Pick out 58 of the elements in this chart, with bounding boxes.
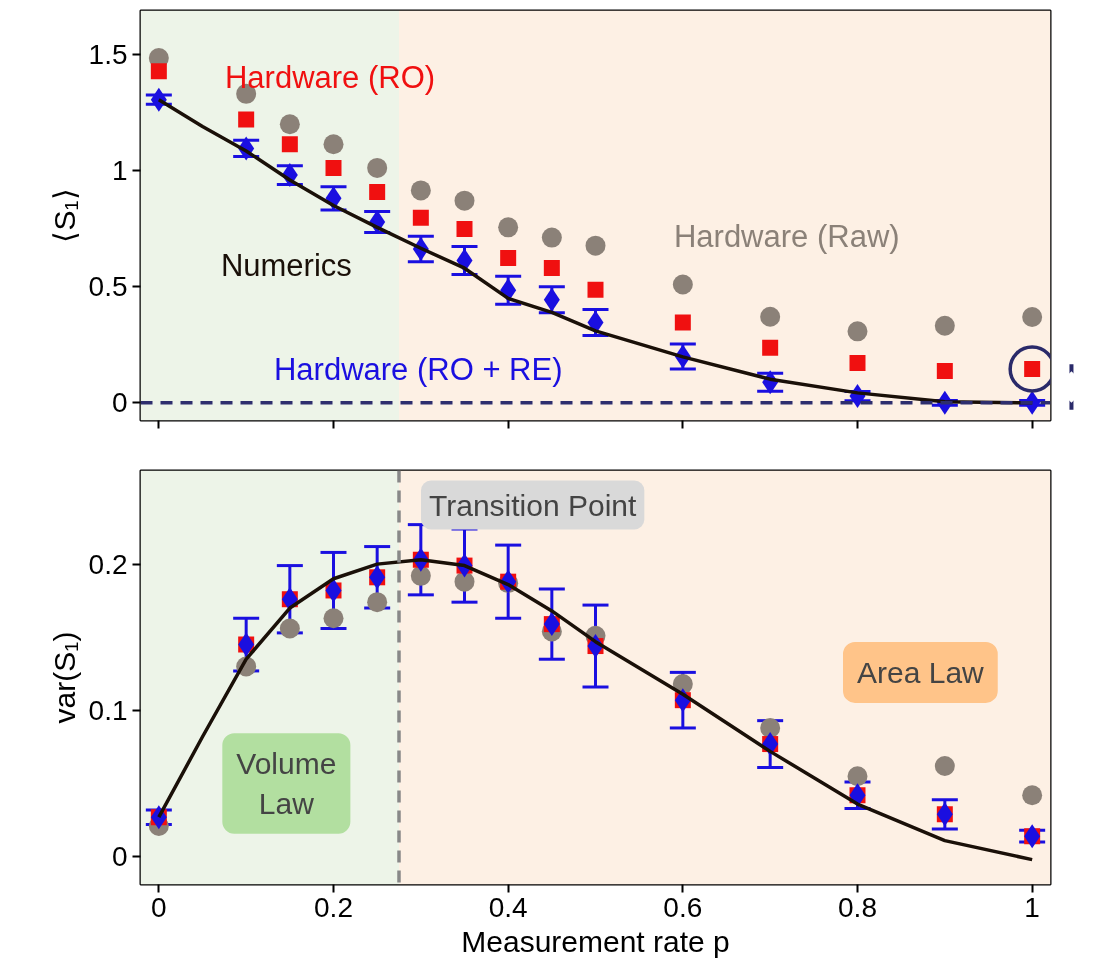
point bbox=[760, 717, 781, 738]
point bbox=[849, 354, 866, 371]
series-label: Hardware (Raw) bbox=[673, 218, 900, 254]
y-axis-title: var(S₁) bbox=[47, 631, 81, 724]
series-label: Hardware (RO) bbox=[224, 60, 436, 96]
point bbox=[762, 339, 779, 356]
y-tick-label: 0.5 bbox=[88, 271, 128, 303]
y-tick-label: 0.1 bbox=[88, 694, 128, 726]
point bbox=[279, 618, 300, 639]
x-tick-label: 0.6 bbox=[663, 891, 703, 923]
point bbox=[543, 259, 560, 276]
point bbox=[936, 363, 953, 380]
x-tick-label: 0.4 bbox=[488, 891, 528, 923]
point bbox=[238, 111, 255, 128]
y-tick-label: 0 bbox=[111, 387, 128, 419]
ref-line-label: Transition Point bbox=[429, 488, 637, 522]
y-tick-label: 0.2 bbox=[88, 548, 128, 580]
x-tick-label: 1 bbox=[1024, 891, 1040, 923]
point bbox=[847, 321, 868, 342]
point bbox=[367, 157, 388, 178]
point bbox=[498, 217, 519, 238]
y-tick-label: 0 bbox=[111, 841, 128, 873]
point bbox=[150, 63, 167, 80]
y-tick-label: 1.5 bbox=[88, 39, 128, 71]
x-tick-label: 0.2 bbox=[314, 891, 353, 923]
point bbox=[847, 766, 868, 787]
point bbox=[456, 220, 473, 237]
band-label: Volume Law bbox=[236, 747, 337, 820]
y-axis-title: ⟨S₁⟩ bbox=[47, 188, 81, 243]
point bbox=[587, 281, 604, 298]
point bbox=[760, 306, 781, 327]
point bbox=[1022, 785, 1043, 806]
point bbox=[934, 315, 955, 336]
point bbox=[367, 592, 388, 613]
x-tick-label: 0 bbox=[151, 891, 167, 923]
point bbox=[541, 227, 562, 248]
point bbox=[934, 756, 955, 776]
point bbox=[323, 134, 344, 155]
point bbox=[279, 114, 300, 135]
point bbox=[323, 608, 344, 629]
x-tick-label: 0.8 bbox=[838, 891, 877, 923]
series-label: Hardware (RO + RE) bbox=[273, 352, 563, 388]
point bbox=[369, 184, 386, 201]
point bbox=[674, 314, 691, 331]
point bbox=[500, 249, 517, 266]
y-tick-label: 1 bbox=[111, 155, 128, 187]
point bbox=[672, 274, 693, 295]
point bbox=[585, 235, 606, 256]
point bbox=[412, 209, 429, 226]
point bbox=[1022, 306, 1043, 327]
band-label: Area Law bbox=[857, 655, 985, 689]
point bbox=[410, 565, 431, 586]
point bbox=[281, 136, 298, 153]
point bbox=[454, 190, 475, 211]
series-label: Numerics bbox=[220, 248, 352, 284]
point bbox=[325, 159, 342, 176]
point bbox=[410, 180, 431, 201]
x-axis-title: Measurement rate p bbox=[461, 924, 730, 958]
